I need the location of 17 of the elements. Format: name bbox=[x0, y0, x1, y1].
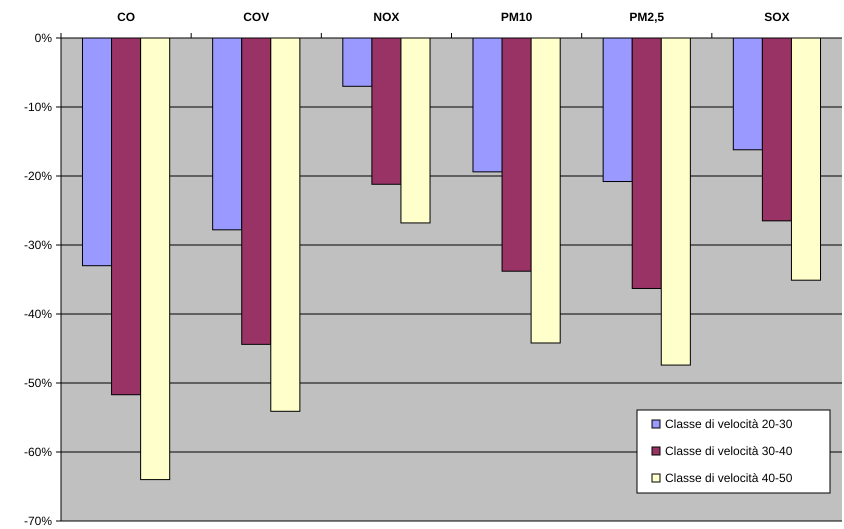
x-tick-label: COV bbox=[243, 10, 270, 24]
x-tick-label: NOX bbox=[373, 10, 400, 24]
y-tick-label: -70% bbox=[24, 514, 52, 528]
x-tick-label: CO bbox=[117, 10, 136, 24]
legend-label: Classe di velocità 30-40 bbox=[665, 444, 793, 458]
y-tick-label: 0% bbox=[34, 31, 52, 46]
x-tick-label: SOX bbox=[764, 10, 790, 24]
y-tick-label: -40% bbox=[24, 307, 52, 322]
x-tick-label: PM2,5 bbox=[629, 10, 664, 24]
y-tick-label: -60% bbox=[24, 445, 52, 460]
y-tick-label: -30% bbox=[24, 238, 52, 252]
y-tick-label: -10% bbox=[24, 100, 52, 114]
legend-label: Classe di velocità 20-30 bbox=[665, 417, 793, 432]
x-tick-label: PM10 bbox=[500, 10, 533, 24]
y-tick-label: -50% bbox=[24, 376, 52, 390]
y-tick-label: -20% bbox=[24, 169, 52, 184]
legend-label: Classe di velocità 40-50 bbox=[665, 471, 793, 486]
